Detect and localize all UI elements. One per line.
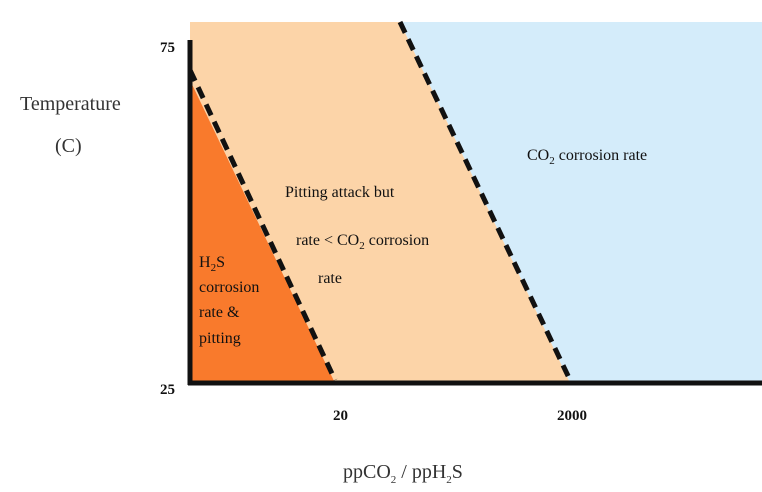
text-part: H	[199, 254, 211, 271]
text-part: CO	[527, 147, 549, 164]
region-label: corrosion	[199, 279, 259, 296]
text-part: S	[216, 254, 225, 271]
y-axis-label: Temperature	[20, 93, 121, 115]
y-tick-label: 25	[160, 382, 175, 398]
region-label: rate &	[199, 304, 240, 321]
text-part: ppCO	[343, 461, 391, 483]
region-label: pitting	[199, 330, 241, 347]
text-part: corrosion	[365, 232, 429, 249]
region-label: rate	[318, 270, 342, 287]
region-label: Pitting attack but	[285, 184, 395, 201]
text-part: rate < CO	[296, 232, 359, 249]
x-tick-label: 20	[333, 408, 348, 424]
y-axis-label: (C)	[55, 135, 82, 157]
text-part: corrosion rate	[555, 147, 647, 164]
diagram: 75 25 20 2000 Temperature (C) ppCO2 / pp…	[0, 0, 762, 492]
text-part: S	[452, 461, 463, 483]
x-axis-label: ppCO2 / ppH2S	[343, 461, 463, 486]
text-part: / ppH	[396, 461, 446, 483]
y-tick-label: 75	[160, 40, 175, 56]
x-tick-label: 2000	[557, 408, 587, 424]
